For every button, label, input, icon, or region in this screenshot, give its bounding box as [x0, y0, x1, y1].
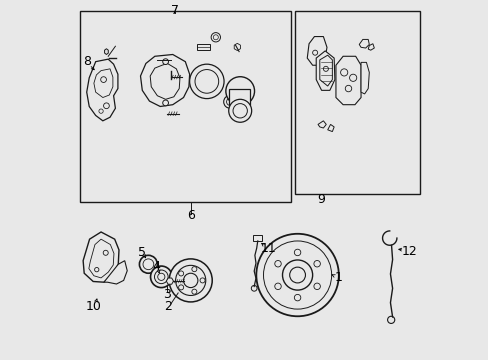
Circle shape	[103, 250, 108, 255]
Circle shape	[226, 98, 233, 105]
Circle shape	[251, 285, 257, 291]
Circle shape	[294, 294, 300, 301]
Text: 12: 12	[401, 244, 416, 257]
Bar	[253, 235, 262, 241]
Circle shape	[139, 255, 157, 273]
Text: 2: 2	[164, 300, 172, 313]
Polygon shape	[104, 49, 108, 54]
Polygon shape	[104, 261, 127, 284]
Polygon shape	[196, 44, 209, 50]
Polygon shape	[367, 44, 373, 50]
Polygon shape	[359, 40, 368, 48]
Polygon shape	[140, 54, 189, 107]
Circle shape	[349, 74, 356, 81]
Circle shape	[312, 50, 317, 55]
Circle shape	[94, 267, 99, 272]
Circle shape	[387, 316, 394, 323]
Circle shape	[294, 249, 300, 256]
Circle shape	[158, 273, 164, 280]
Circle shape	[150, 266, 172, 288]
Polygon shape	[317, 121, 325, 128]
Circle shape	[256, 234, 338, 316]
Circle shape	[340, 69, 347, 76]
Circle shape	[263, 241, 331, 309]
Circle shape	[103, 103, 109, 109]
Circle shape	[225, 77, 254, 105]
Text: 5: 5	[138, 246, 145, 259]
Text: 7: 7	[170, 4, 178, 17]
Circle shape	[191, 267, 197, 272]
Circle shape	[274, 261, 281, 267]
Bar	[80, 12, 290, 202]
Polygon shape	[335, 56, 360, 105]
Circle shape	[213, 35, 218, 40]
Text: 1: 1	[334, 271, 342, 284]
Circle shape	[163, 100, 168, 106]
Circle shape	[183, 273, 198, 288]
Bar	[229, 89, 250, 105]
Polygon shape	[83, 232, 119, 282]
Circle shape	[313, 261, 320, 267]
Circle shape	[345, 85, 351, 92]
Circle shape	[175, 265, 205, 296]
Circle shape	[142, 259, 153, 270]
Circle shape	[211, 33, 220, 42]
Text: 10: 10	[86, 300, 102, 313]
Circle shape	[178, 285, 183, 290]
Polygon shape	[234, 43, 240, 50]
Circle shape	[282, 260, 312, 290]
Text: 4: 4	[152, 260, 160, 273]
Polygon shape	[166, 278, 173, 284]
Circle shape	[323, 66, 328, 71]
Circle shape	[233, 104, 247, 118]
Polygon shape	[319, 55, 332, 86]
Polygon shape	[306, 37, 326, 65]
Circle shape	[169, 259, 212, 302]
Circle shape	[101, 77, 106, 82]
Text: 3: 3	[163, 288, 171, 301]
Polygon shape	[150, 63, 180, 99]
Text: 9: 9	[317, 193, 325, 206]
Circle shape	[154, 270, 168, 284]
Circle shape	[200, 278, 204, 283]
Polygon shape	[89, 239, 114, 278]
Polygon shape	[327, 125, 333, 132]
Text: 11: 11	[261, 242, 276, 255]
Circle shape	[99, 109, 103, 113]
Circle shape	[163, 59, 168, 64]
Circle shape	[191, 289, 197, 294]
Circle shape	[223, 95, 236, 108]
Polygon shape	[360, 62, 368, 94]
Polygon shape	[316, 51, 334, 90]
Polygon shape	[94, 69, 113, 98]
Circle shape	[313, 283, 320, 289]
Circle shape	[195, 69, 218, 93]
Bar	[294, 12, 419, 194]
Circle shape	[189, 64, 224, 99]
Circle shape	[228, 99, 251, 122]
Circle shape	[178, 271, 183, 276]
Text: 6: 6	[186, 210, 194, 222]
Circle shape	[289, 267, 305, 283]
Polygon shape	[86, 59, 118, 121]
Text: 8: 8	[82, 55, 91, 68]
Circle shape	[274, 283, 281, 289]
